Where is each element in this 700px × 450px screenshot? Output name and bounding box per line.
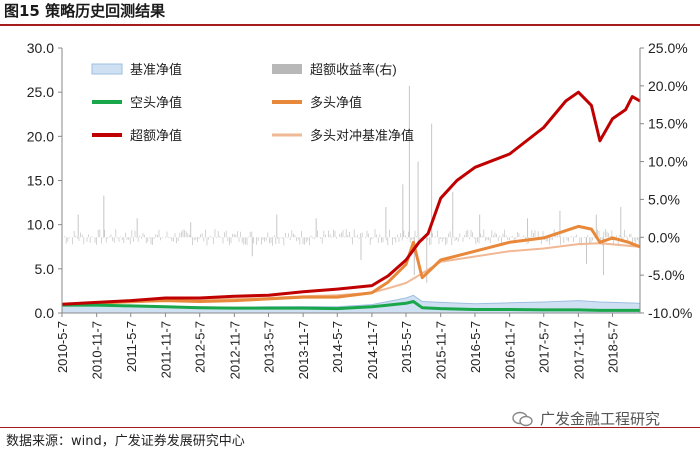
x-tick-label: 2016-5-7 (468, 321, 483, 373)
x-tick-label: 2017-11-7 (571, 321, 586, 379)
left-tick-label: 5.0 (35, 261, 55, 277)
x-tick-label: 2010-11-7 (90, 321, 105, 379)
x-tick-label: 2013-11-7 (296, 321, 311, 379)
left-tick-label: 0.0 (35, 305, 55, 321)
x-tick-label: 2013-5-7 (261, 321, 276, 373)
title-rule (0, 24, 700, 26)
legend-label: 超额收益率(右) (310, 62, 397, 77)
footer-rule (0, 427, 700, 428)
x-tick-label: 2014-11-7 (365, 321, 380, 379)
x-tick-label: 2012-11-7 (227, 321, 242, 379)
right-tick-label: -10.0% (648, 305, 692, 321)
chart-axes: 0.0 5.0 10.0 15.0 20.0 25.0 30.0 -10.0% -5.0% 0.0… (27, 40, 693, 379)
x-tick-label: 2010-5-7 (55, 321, 70, 373)
x-tick-label: 2015-5-7 (399, 321, 414, 373)
x-tick-label: 2015-11-7 (434, 321, 449, 379)
excess-return-bars (62, 85, 640, 283)
x-tick-label: 2016-11-7 (503, 321, 518, 379)
right-tick-label: 20.0% (648, 78, 688, 94)
left-tick-label: 15.0 (27, 173, 54, 189)
left-tick-label: 30.0 (27, 40, 54, 56)
right-tick-label: 5.0% (648, 191, 680, 207)
watermark-text: 广发金融工程研究 (540, 410, 661, 428)
legend-swatch (272, 64, 302, 74)
series-lines (61, 90, 641, 312)
x-tick-label: 2011-5-7 (124, 321, 139, 372)
right-tick-label: 0.0% (648, 229, 680, 245)
wechat-icon (512, 411, 533, 426)
left-tick-label: 25.0 (27, 84, 54, 100)
source-note: 数据来源：wind，广发证券发展研究中心 (6, 434, 245, 449)
right-tick-label: 10.0% (648, 154, 688, 170)
x-tick-label: 2017-5-7 (537, 321, 552, 373)
legend-label: 空头净值 (130, 95, 182, 110)
legend-swatch (91, 63, 123, 75)
left-tick-label: 20.0 (27, 128, 54, 144)
legend-label: 多头净值 (310, 95, 362, 110)
x-tick-label: 2014-5-7 (330, 321, 345, 373)
right-tick-label: 15.0% (648, 116, 688, 132)
watermark: 广发金融工程研究 (512, 408, 660, 429)
legend-label: 基准净值 (130, 62, 182, 77)
right-tick-label: -5.0% (648, 267, 685, 283)
series-excess (61, 90, 641, 306)
right-tick-label: 25.0% (648, 40, 688, 56)
figure-title: 图15 策略历史回测结果 (4, 2, 166, 20)
legend-label: 多头对冲基准净值 (310, 128, 414, 143)
left-tick-label: 10.0 (27, 217, 54, 233)
series-short (62, 300, 640, 312)
x-tick-label: 2011-11-7 (158, 321, 173, 378)
legend-label: 超额净值 (130, 128, 182, 143)
x-tick-label: 2018-5-7 (605, 321, 620, 373)
x-tick-label: 2012-5-7 (193, 321, 208, 373)
